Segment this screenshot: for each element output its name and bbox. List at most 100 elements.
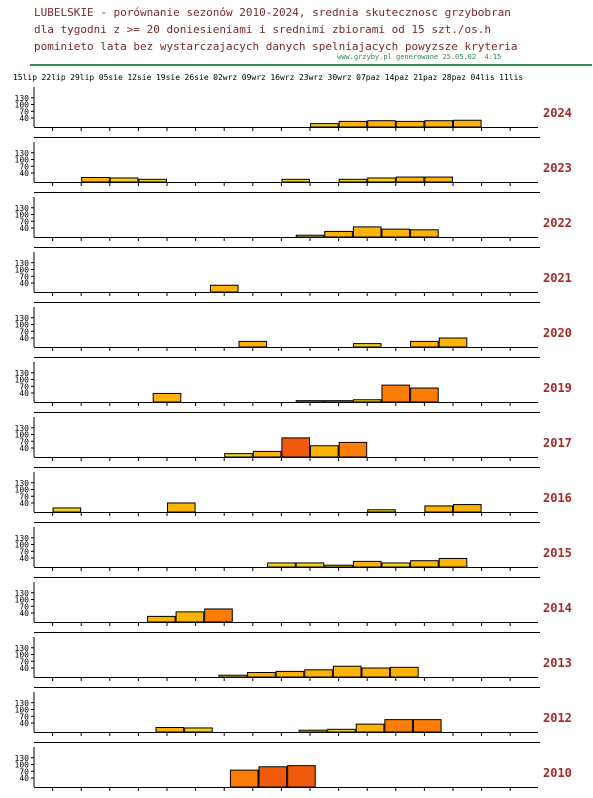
bar	[424, 120, 453, 128]
bar	[324, 564, 353, 568]
week-label: 15lip	[13, 73, 37, 82]
bar	[453, 119, 482, 128]
y-tick-label: 100	[15, 651, 30, 660]
bar	[167, 502, 196, 513]
week-label: 19sie	[156, 73, 180, 82]
week-label: 21paz	[413, 73, 437, 82]
bar	[352, 560, 382, 568]
y-tick-label: 40	[19, 114, 29, 123]
y-tick-label: 130	[15, 94, 30, 103]
bar	[367, 509, 396, 513]
y-tick-label: 130	[15, 754, 30, 763]
bar	[295, 400, 325, 403]
y-tick-label: 100	[15, 761, 30, 770]
chart-title-line-2: dla tygodni z >= 20 doniesieniami i sred…	[34, 23, 491, 36]
y-tick-label: 100	[15, 706, 30, 715]
year-label: 2021	[543, 271, 572, 285]
week-label: 11lis	[499, 73, 523, 82]
y-tick-label: 40	[19, 389, 29, 398]
y-tick-label: 100	[15, 431, 30, 440]
bar	[209, 284, 239, 293]
y-tick-label: 40	[19, 664, 29, 673]
bar	[324, 400, 353, 403]
bar	[224, 453, 253, 458]
y-tick-label: 100	[15, 596, 30, 605]
generated-credit: www.grzyby.pl generowane 25.05.02 4:15	[337, 53, 502, 61]
year-label: 2019	[543, 381, 572, 395]
y-tick-label: 100	[15, 321, 30, 330]
y-tick-label: 40	[19, 609, 29, 618]
y-tick-label: 70	[19, 217, 29, 226]
y-tick-label: 70	[19, 602, 29, 611]
bar	[238, 340, 268, 348]
year-label: 2014	[543, 601, 572, 615]
y-tick-label: 130	[15, 534, 30, 543]
year-label: 2022	[543, 216, 572, 230]
year-label: 2016	[543, 491, 572, 505]
year-label: 2010	[543, 766, 572, 780]
week-label: 26sie	[185, 73, 209, 82]
bar	[204, 608, 233, 623]
week-label: 09wrz	[242, 73, 266, 82]
y-tick-label: 100	[15, 486, 30, 495]
week-label: 12sie	[127, 73, 151, 82]
bar	[367, 177, 396, 183]
week-label: 23wrz	[299, 73, 323, 82]
bar	[361, 667, 391, 678]
bar	[295, 234, 325, 238]
bar	[247, 672, 276, 678]
y-tick-label: 130	[15, 589, 30, 598]
week-label: 04lis	[471, 73, 495, 82]
year-label: 2017	[543, 436, 572, 450]
bar	[390, 666, 419, 678]
bar	[424, 505, 453, 513]
y-tick-label: 40	[19, 169, 29, 178]
bar	[175, 611, 205, 623]
bar	[338, 120, 368, 128]
y-tick-label: 40	[19, 774, 29, 783]
year-label: 2012	[543, 711, 572, 725]
year-label: 2024	[543, 106, 572, 120]
bar	[184, 727, 213, 733]
y-tick-label: 70	[19, 272, 29, 281]
bar	[367, 120, 396, 128]
bar	[410, 560, 439, 568]
bar	[327, 728, 356, 733]
year-label: 2023	[543, 161, 572, 175]
y-tick-label: 40	[19, 279, 29, 288]
y-tick-label: 130	[15, 644, 30, 653]
bar	[410, 229, 439, 238]
bar	[138, 178, 167, 183]
bar	[338, 441, 368, 458]
y-tick-label: 70	[19, 162, 29, 171]
bar	[109, 177, 139, 183]
bar	[295, 562, 325, 568]
y-tick-label: 70	[19, 492, 29, 501]
y-tick-label: 70	[19, 437, 29, 446]
bar	[438, 337, 468, 348]
y-tick-label: 100	[15, 211, 30, 220]
header-divider	[30, 64, 592, 66]
bar	[298, 729, 328, 733]
week-label: 29lip	[70, 73, 94, 82]
y-tick-label: 130	[15, 699, 30, 708]
bar	[281, 178, 310, 183]
y-tick-label: 70	[19, 327, 29, 336]
bar	[395, 120, 425, 128]
y-tick-label: 130	[15, 149, 30, 158]
bar	[438, 557, 468, 568]
bar	[287, 765, 316, 788]
y-tick-label: 100	[15, 266, 30, 275]
y-tick-label: 100	[15, 156, 30, 165]
bar	[352, 226, 382, 238]
bar	[381, 384, 411, 403]
y-tick-label: 130	[15, 369, 30, 378]
bar	[324, 230, 353, 238]
week-label: 30wrz	[328, 73, 352, 82]
bar	[218, 674, 248, 678]
y-tick-label: 40	[19, 719, 29, 728]
y-tick-label: 40	[19, 224, 29, 233]
bar	[146, 615, 176, 623]
bar	[332, 665, 362, 678]
y-tick-label: 70	[19, 107, 29, 116]
